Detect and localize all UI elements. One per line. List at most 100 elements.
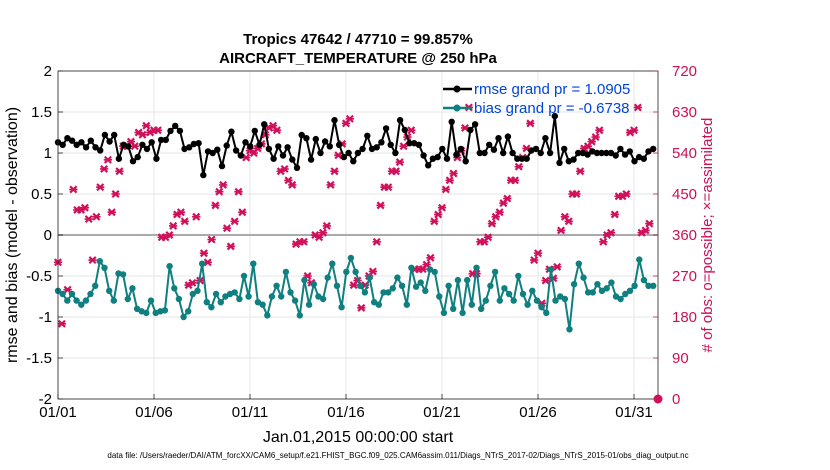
rmse-point [598,149,605,157]
bias-point [557,293,564,300]
obs-count-marker [288,180,297,189]
rmse-point [509,149,516,157]
bias-point [436,293,443,300]
rmse-point [87,137,95,144]
obs-count-marker [299,237,308,246]
obs-count-marker [345,114,354,123]
rmse-line [57,115,654,176]
rmse-point [415,141,423,148]
bias-point [73,297,80,304]
obs-count-marker [234,187,243,196]
obs-count-marker [357,303,366,312]
rmse-point [186,144,193,151]
bias-point [408,264,415,271]
y-tick-label-right: 540 [672,145,697,162]
y-tick-label-right: 360 [672,227,697,244]
rmse-point [640,155,647,162]
rmse-point [537,149,544,157]
bias-point [273,282,280,289]
bias-point [222,293,229,300]
obs-count-marker [99,164,109,173]
rmse-point [617,145,624,153]
y-tick-label-right: 630 [672,104,697,121]
y-tick-label-left: -0.5 [26,268,52,285]
rmse-point [551,112,558,120]
bias-point [231,289,238,296]
rmse-point [167,127,174,135]
obs-count-marker [572,190,581,198]
rmse-point [443,155,451,162]
bias-point [445,282,452,289]
obs-count-marker [533,249,543,258]
bias-point [347,254,355,262]
rmse-point [523,155,530,162]
bias-point [650,282,657,289]
y-tick-label-left: 2 [44,63,52,80]
rmse-point [279,152,287,159]
rmse-point [396,117,404,124]
bias-point [296,312,303,319]
bias-point [92,282,99,289]
rmse-point [434,153,441,161]
rmse-point [340,153,348,161]
obs-count-marker [530,256,539,265]
rmse-point [514,155,521,162]
obs-count-marker [169,221,178,230]
rmse-point [401,126,408,134]
obs-count-marker [503,194,512,203]
obs-count-marker [564,217,573,226]
bias-point [147,297,155,304]
x-tick-label: 01/11 [232,404,268,421]
y-tick-label-left: 1.5 [31,104,52,121]
bias-point [315,293,322,300]
rmse-point [425,162,432,169]
obs-count-marker [92,212,101,221]
obs-count-marker [226,242,235,251]
series-layer [53,103,657,333]
rmse-point [92,144,99,151]
bias-point [352,268,359,276]
obs-count-marker [238,208,247,217]
rmse-point [593,149,601,157]
rmse-point [73,141,80,148]
obs-count-marker [622,190,631,198]
rmse-point [125,143,132,150]
legend: rmse grand pr = 1.0905 bias grand pr = -… [443,81,630,117]
rmse-point [265,145,273,153]
rmse-point [556,159,563,166]
obs-count-marker [449,169,458,178]
rmse-point [392,149,399,157]
bias-point [180,313,187,321]
rmse-point [607,149,615,157]
rmse-point [542,135,549,142]
rmse-point [195,140,202,147]
y-tick-label-left: 1 [44,145,52,162]
bias-point [412,283,420,290]
bias-point [426,266,434,273]
obs-count-marker [215,187,224,196]
bias-point [166,263,173,270]
rmse-point [289,156,296,163]
rmse-point [326,143,333,150]
rmse-point [476,149,483,157]
rmse-point [312,135,319,143]
rmse-point [439,145,446,153]
bias-point [566,326,573,333]
bias-point [603,285,610,292]
rmse-point [59,141,66,148]
rmse-point [303,135,310,142]
rmse-point [453,151,460,158]
bias-point [529,287,536,294]
y-axis-label-right: # of obs: o=possible; ×=assimilated [699,118,716,353]
bias-point [96,258,104,265]
obs-count-marker [376,201,385,210]
y-tick-label-right: 90 [672,350,689,367]
obs-count-marker [84,215,93,224]
bias-point [185,308,192,315]
bias-point [101,264,108,271]
bias-point [589,289,596,296]
y-axis-label-left: rmse and bias (model - observation) [4,107,21,363]
bias-point [82,297,90,304]
rmse-point [115,155,123,162]
